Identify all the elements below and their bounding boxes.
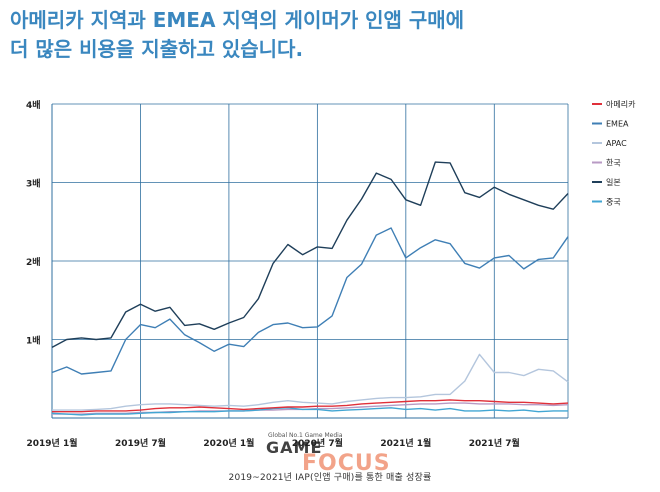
x-tick-label: 2021년 1월 — [380, 437, 431, 449]
chart-caption: 2019~2021년 IAP(인앱 구매)를 통한 매출 성장률 — [228, 473, 432, 483]
series-line-4 — [51, 161, 569, 349]
chart-series — [51, 161, 569, 416]
legend-label: 일본 — [606, 178, 621, 187]
legend-label: 아메리카 — [606, 99, 636, 109]
series-line-5 — [51, 407, 568, 416]
headline-line-1: 아메리카 지역과 EMEA 지역의 게이머가 인앱 구매에 — [10, 8, 465, 32]
legend-label: EMEA — [606, 120, 629, 129]
series-line-0 — [52, 399, 569, 413]
series-line-3 — [52, 402, 569, 415]
x-tick-label: 2020년 1월 — [203, 437, 254, 449]
y-tick-label: 1배 — [26, 335, 41, 347]
x-tick-label: 2019년 1월 — [26, 437, 77, 449]
legend-label: 한국 — [606, 159, 621, 168]
y-tick-label: 3배 — [26, 178, 41, 190]
x-tick-label: 2021년 7월 — [469, 437, 520, 449]
chart-axes: 4배 3배 2배 1배 2019년 1월 2019년 7월 2020년 1월 2020년 7월… — [26, 99, 568, 449]
series-line-1 — [51, 227, 569, 375]
y-tick-label: 2배 — [26, 256, 41, 268]
y-tick-label: 4배 — [26, 99, 41, 111]
x-tick-label: 2020년 7월 — [292, 437, 343, 449]
legend-label: 중국 — [606, 198, 621, 207]
headline-line-2: 더 많은 비용을 지출하고 있습니다. — [10, 37, 304, 61]
legend-label: APAC — [606, 139, 627, 148]
x-tick-label: 2019년 7월 — [115, 437, 166, 449]
chart-headline: 아메리카 지역과 EMEA 지역의 게이머가 인앱 구매에 더 많은 비용을 지… — [10, 6, 570, 64]
series-line-2 — [52, 353, 569, 411]
